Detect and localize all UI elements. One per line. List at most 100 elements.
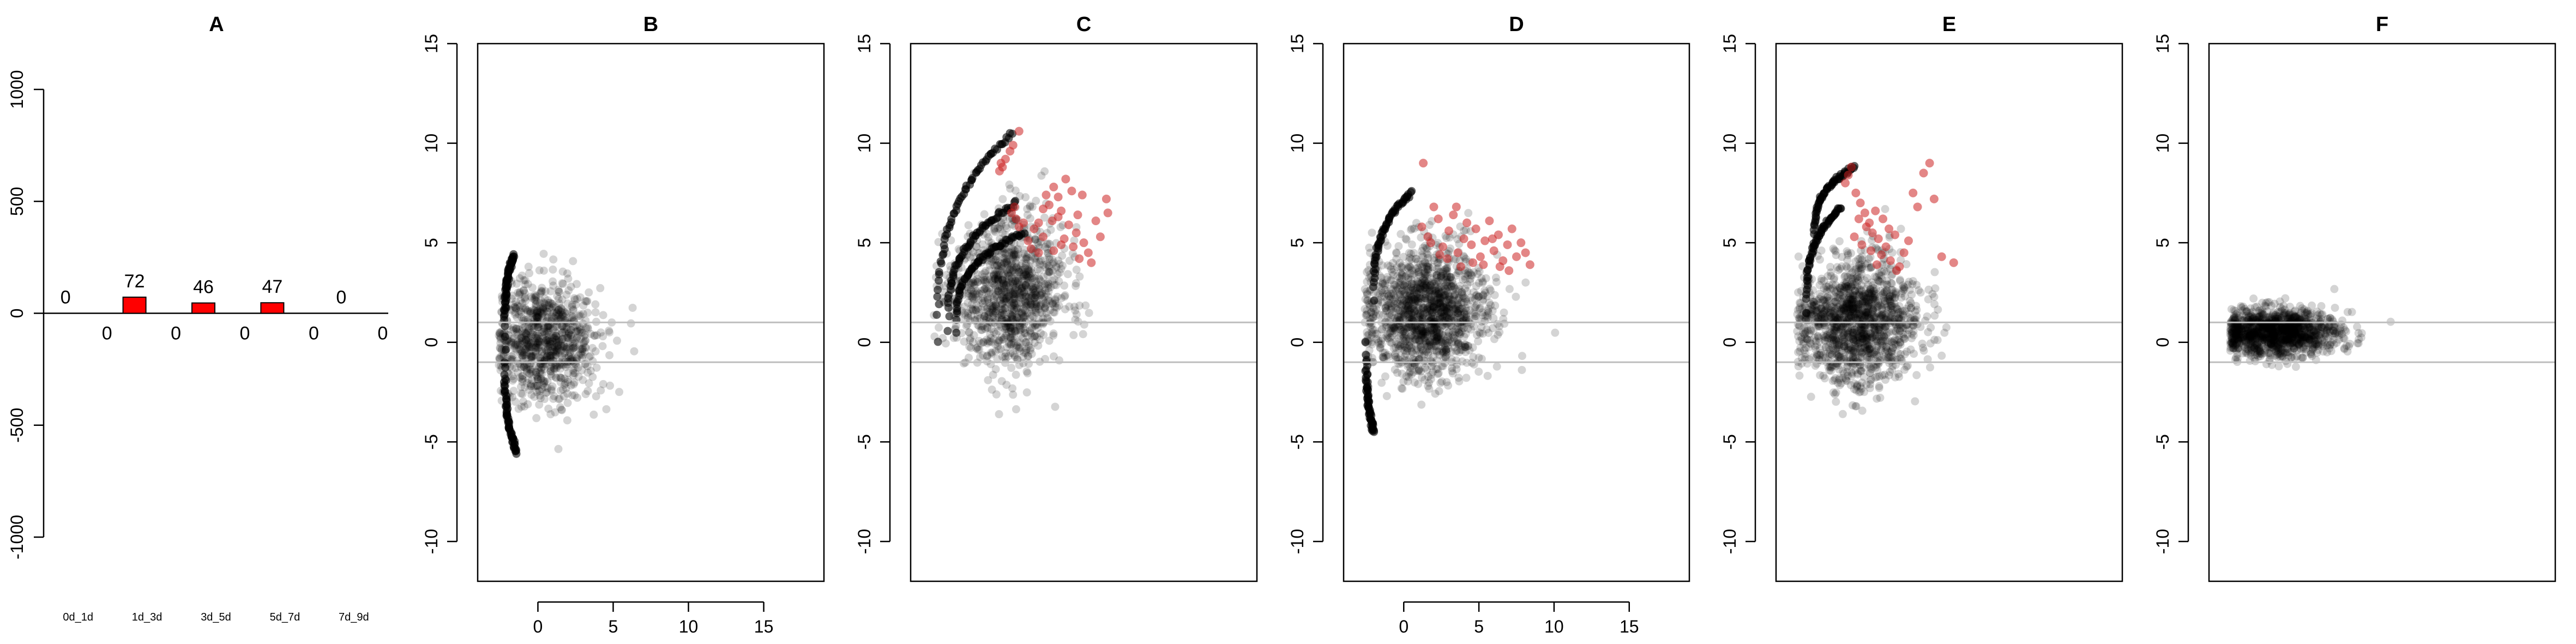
panel-b-point: [555, 287, 563, 296]
panel-b-point: [528, 294, 537, 303]
panel-b-point: [507, 339, 516, 347]
panel-c-point: [978, 290, 986, 298]
panel-d-y-tick-label: 10: [1287, 134, 1307, 153]
panel-c-y-tick-label: 10: [854, 134, 874, 153]
panel-b-point: [499, 352, 508, 361]
panel-c-point: [1021, 261, 1030, 270]
panel-d-point: [1421, 333, 1429, 342]
panel-c-point: [998, 282, 1007, 291]
panel-a-bar-up: [122, 296, 147, 314]
panel-b-point: [567, 351, 575, 360]
panel-c-point: [1002, 281, 1010, 290]
panel-d-point: [1479, 291, 1488, 300]
panel-d-point: [1462, 311, 1471, 320]
panel-c-point: [1051, 295, 1060, 304]
panel-c-point: [1037, 256, 1045, 265]
panel-b-point: [543, 313, 551, 322]
panel-d-x-tick-label: 0: [1399, 617, 1409, 636]
panel-c-point: [1003, 261, 1012, 269]
panel-c-point: [1001, 271, 1009, 280]
panel-c-point: [965, 328, 974, 337]
panel-c-point: [1020, 348, 1028, 357]
panel-d-point: [1406, 292, 1415, 300]
panel-c-point: [967, 311, 976, 320]
panel-b-point: [547, 306, 556, 315]
panel-b-point: [525, 386, 534, 394]
panel-e-point: [1794, 252, 1803, 261]
panel-b-point: [547, 351, 556, 360]
panel-d-significant-point: [1443, 254, 1452, 263]
panel-c-point: [1009, 299, 1018, 308]
panel-c-point: [998, 275, 1007, 284]
panel-c-point: [1003, 268, 1012, 276]
panel-c-significant-point: [1054, 192, 1063, 202]
panel-d-point: [1419, 327, 1428, 336]
panel-c-point: [1001, 304, 1009, 313]
panel-c-point: [1008, 349, 1017, 358]
panel-c-point: [984, 284, 993, 293]
panel-d-point: [1408, 326, 1417, 335]
panel-c-point: [1005, 339, 1014, 347]
panel-d-point: [1449, 255, 1458, 263]
panel-b-point: [514, 329, 523, 338]
panel-c-point: [1050, 280, 1058, 289]
panel-b-point: [562, 344, 570, 353]
panel-c-point: [1013, 299, 1022, 308]
panel-c-point: [998, 276, 1007, 285]
panel-d-significant-point: [1468, 258, 1478, 267]
panel-c-point: [1003, 315, 1012, 323]
panel-c-point: [989, 307, 998, 316]
panel-d-point: [1389, 324, 1398, 333]
panel-b-point: [554, 444, 563, 453]
panel-c-point: [1004, 288, 1013, 297]
panel-d-significant-point: [1459, 234, 1468, 243]
panel-c-point: [990, 303, 999, 312]
panel-c-point: [1017, 308, 1026, 316]
panel-b-point: [529, 309, 538, 317]
panel-d-point: [1441, 265, 1449, 274]
panel-b-point: [497, 352, 505, 360]
panel-b-point: [521, 280, 529, 288]
panel-c-point: [969, 248, 978, 257]
panel-c-point: [1009, 250, 1018, 258]
panel-b-point: [592, 363, 601, 372]
panel-d-point: [1456, 330, 1465, 339]
panel-b-point: [544, 301, 553, 310]
panel-b-point: [533, 333, 541, 342]
panel-b-point: [529, 341, 538, 350]
panel-c-point: [1000, 280, 1008, 288]
panel-d-point: [1414, 294, 1423, 303]
panel-c-point: [966, 280, 975, 289]
panel-c-point: [1012, 258, 1020, 267]
panel-c-point: [1033, 238, 1042, 247]
panel-c-point: [995, 282, 1004, 291]
panel-c-point: [1015, 326, 1024, 335]
panel-b-point: [522, 364, 531, 372]
panel-b-point: [519, 344, 528, 352]
panel-c-point: [1021, 254, 1030, 263]
panel-c-point: [1015, 274, 1024, 283]
panel-b-point: [557, 308, 565, 316]
panel-b-point: [517, 336, 526, 345]
panel-b-point: [563, 377, 572, 386]
panel-b-point: [569, 347, 578, 356]
panel-c-y-tick-label: 5: [854, 238, 874, 248]
panel-c-point: [1055, 356, 1064, 365]
panel-d-point: [1404, 373, 1413, 382]
panel-c-point: [980, 285, 989, 294]
panel-c-point: [1051, 402, 1060, 411]
panel-d-arc-point: [1370, 428, 1379, 436]
panel-c-point: [1018, 260, 1026, 268]
panel-b-point: [558, 322, 567, 330]
panel-b-point: [568, 300, 576, 309]
panel-c-point: [1021, 270, 1030, 279]
panel-c-point: [1030, 255, 1039, 263]
panel-c-point: [1000, 297, 1009, 305]
panel-b-point: [570, 294, 579, 303]
panel-c-point: [1057, 264, 1066, 273]
panel-c-point: [1030, 284, 1038, 293]
panel-d-point: [1442, 351, 1451, 360]
panel-b-point: [534, 343, 543, 352]
panel-c-point: [991, 285, 1000, 293]
